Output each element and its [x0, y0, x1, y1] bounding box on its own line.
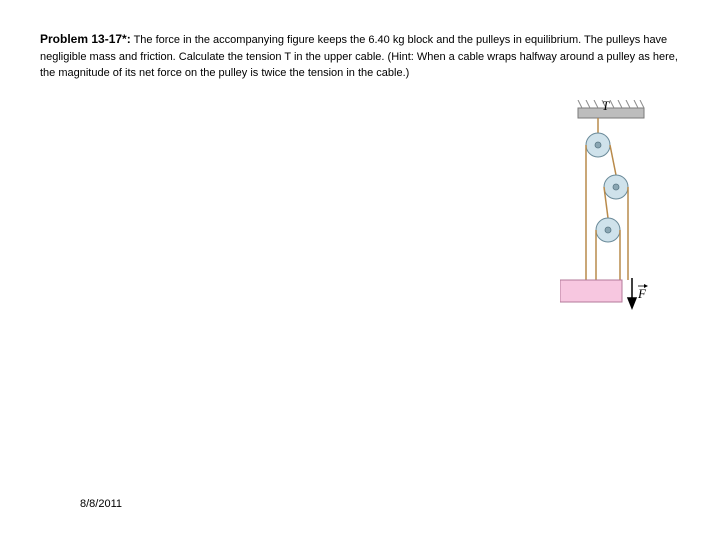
- ceiling-bar: [578, 108, 644, 118]
- pulley-2-hub: [613, 184, 619, 190]
- problem-body: The force in the accompanying figure kee…: [40, 34, 678, 79]
- tension-label: T: [602, 100, 610, 113]
- force-arrow-head: [628, 298, 636, 308]
- force-vector-overline-head: [644, 284, 648, 288]
- ceiling-hatching: [578, 100, 644, 108]
- problem-title: Problem 13-17*:: [40, 32, 131, 46]
- pulley-1-hub: [595, 142, 601, 148]
- problem-text: Problem 13-17*: The force in the accompa…: [40, 30, 680, 82]
- force-label: F: [637, 286, 647, 301]
- block: [560, 280, 622, 302]
- cable-right-1: [610, 145, 616, 175]
- pulley-figure: T F: [560, 100, 660, 330]
- pulley-3-hub: [605, 227, 611, 233]
- page-date: 8/8/2011: [80, 498, 122, 510]
